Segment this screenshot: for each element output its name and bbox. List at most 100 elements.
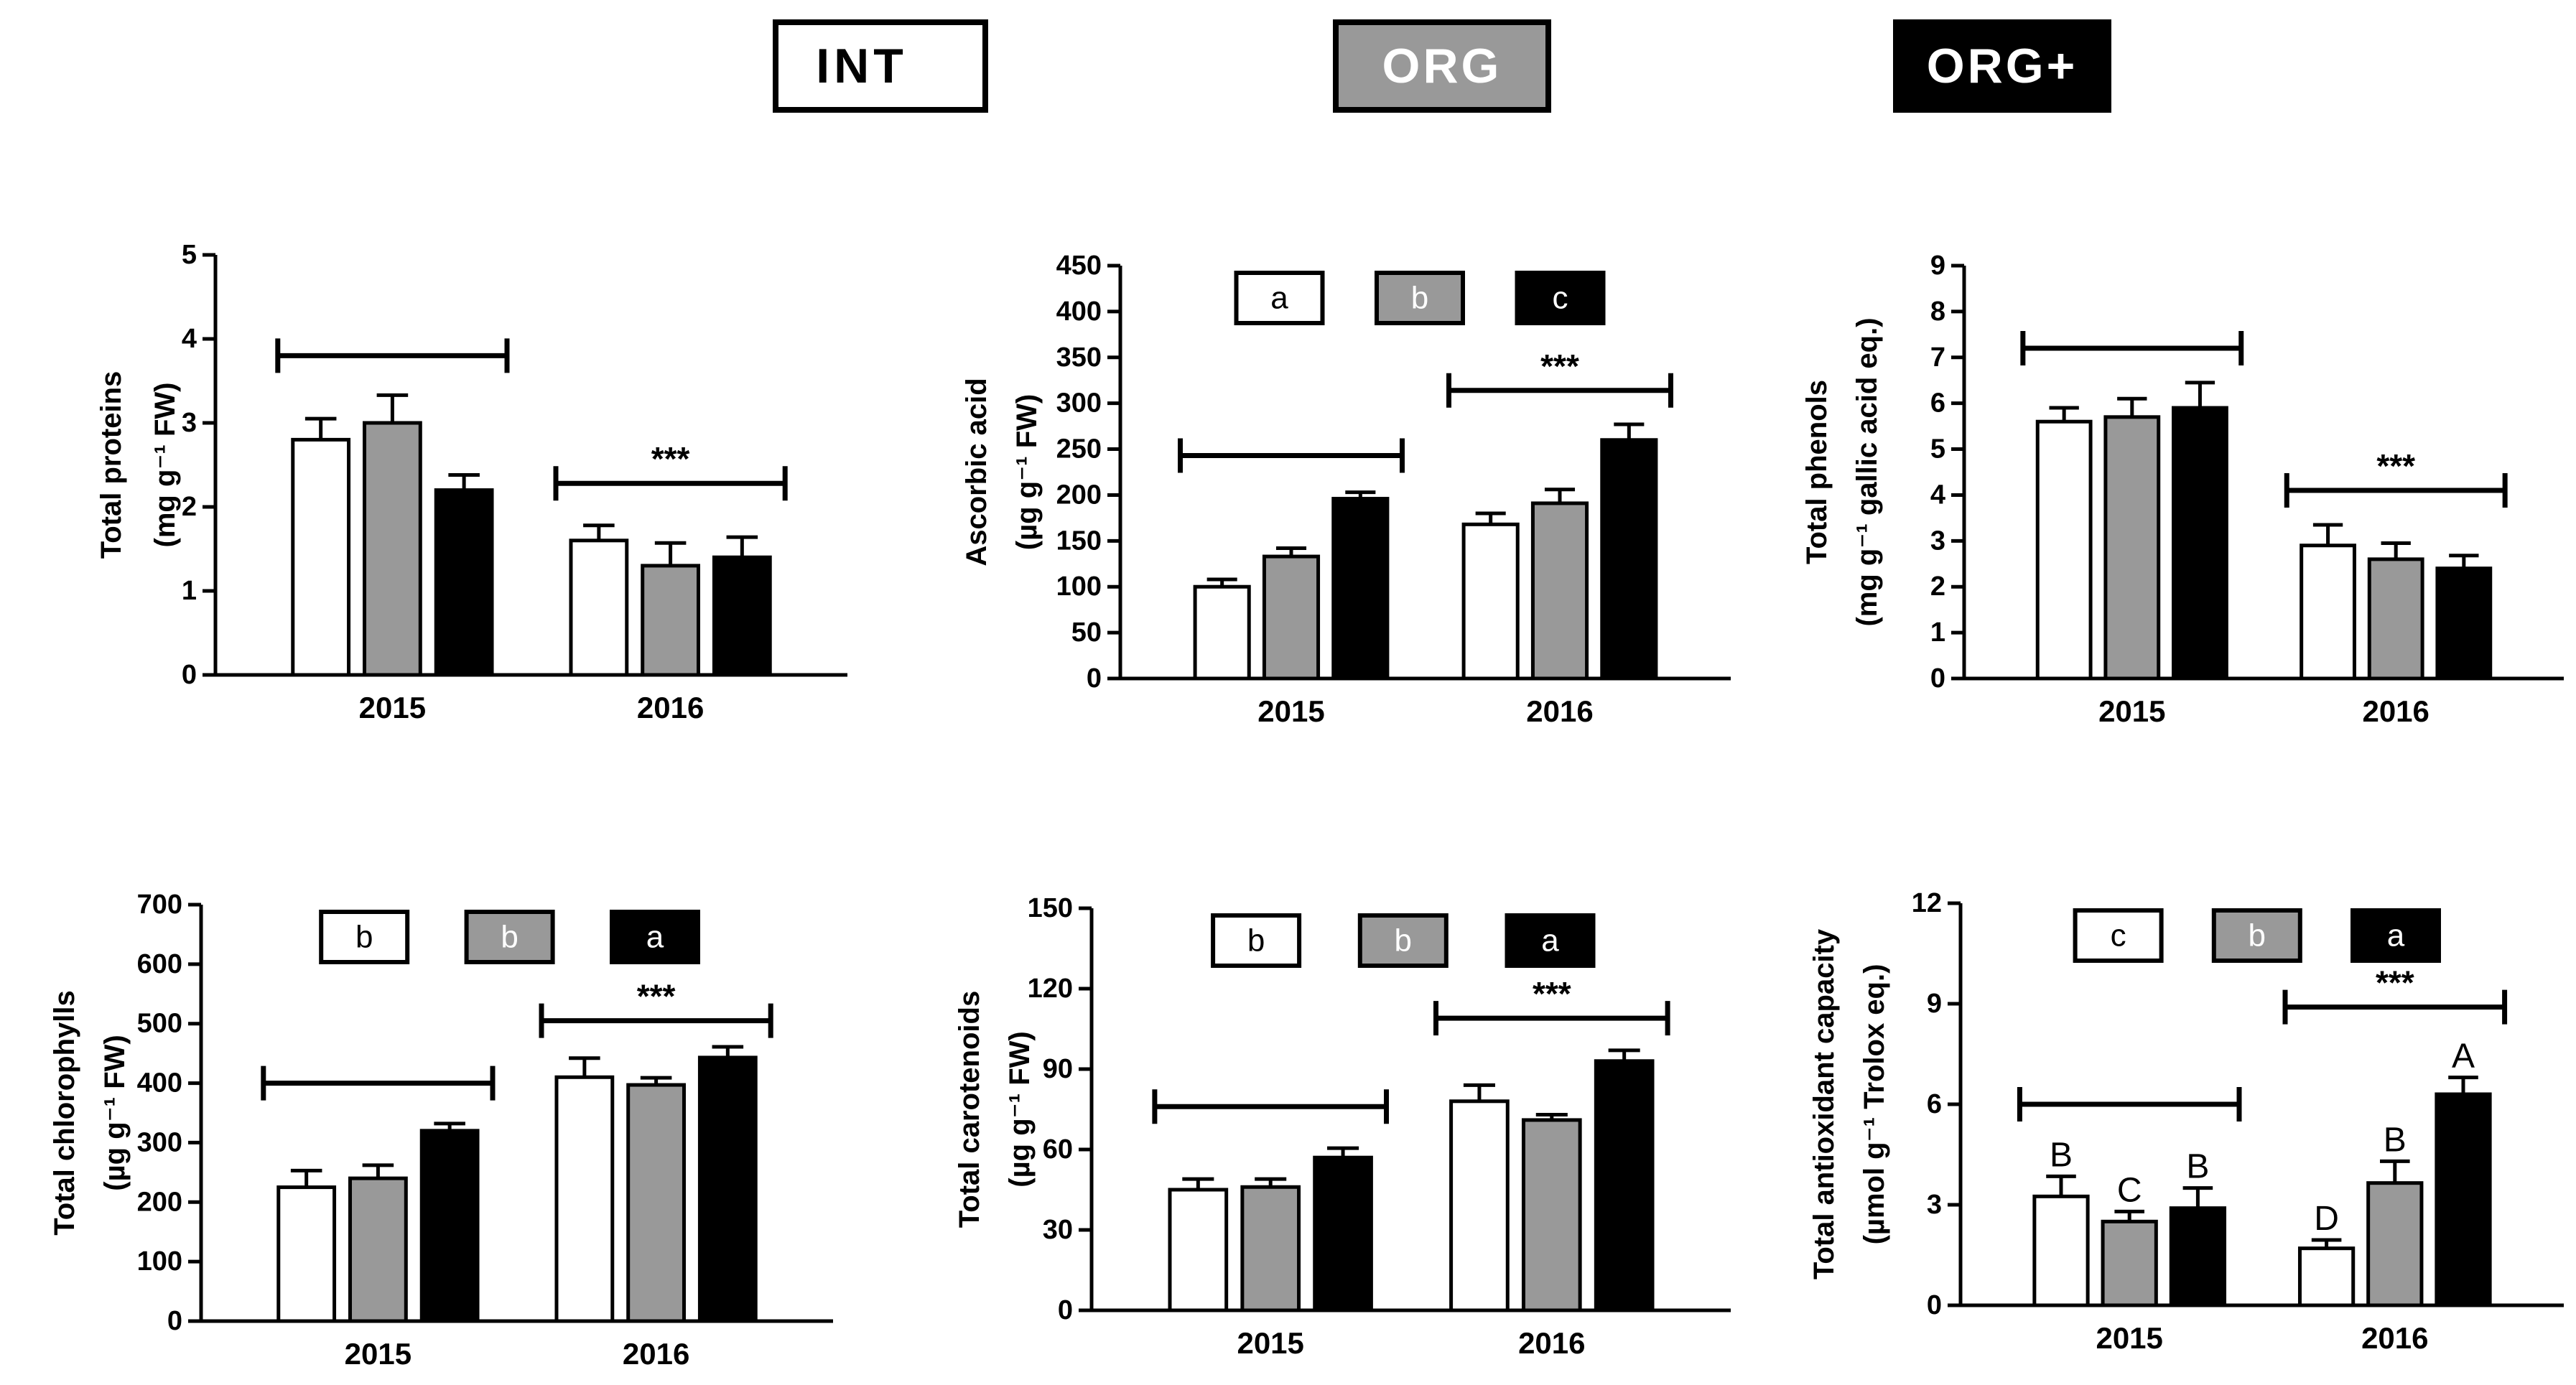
bar-org-plus xyxy=(712,555,772,677)
x-tick-label: 2016 xyxy=(2362,694,2429,728)
y-tick-label: 300 xyxy=(137,1127,182,1157)
bar-int xyxy=(1461,522,1520,681)
chart-total-antioxidant-capacity: 0 3 6 9 12 Total antioxidant capacity (µmol g⁻… xyxy=(1808,888,2564,1355)
significance-label: *** xyxy=(651,440,690,477)
chart-total-chlorophylls: 0 100 200 300 400 500 600 700 Total chlorophylls… xyxy=(49,890,833,1371)
x-tick-label: 2016 xyxy=(1518,1326,1585,1360)
y-tick-label: 500 xyxy=(137,1009,182,1039)
y-tick-label: 0 xyxy=(1087,663,1102,694)
letter-box-3 xyxy=(1505,913,1596,968)
x-tick-label: 2015 xyxy=(345,1337,411,1371)
bar-org xyxy=(348,1176,408,1323)
y-tick-label: 12 xyxy=(1912,888,1942,918)
significance-label: *** xyxy=(1540,348,1579,385)
bar-int xyxy=(291,437,351,677)
y-tick-label: 4 xyxy=(182,324,197,354)
y-axis-label-units: (mg g⁻¹ FW) xyxy=(149,383,181,548)
y-axis-label: Total proteins xyxy=(96,371,127,559)
bar-org-plus xyxy=(1313,1155,1373,1312)
bar-org xyxy=(1262,554,1321,681)
y-tick-label: 60 xyxy=(1043,1134,1073,1165)
bar-org xyxy=(363,421,422,677)
letter-box-1 xyxy=(1211,913,1302,968)
y-tick-label: 120 xyxy=(1028,974,1073,1004)
letter-box-label: b xyxy=(1247,923,1265,959)
y-tick-label: 7 xyxy=(1930,342,1945,373)
y-tick-label: 5 xyxy=(182,240,197,270)
letter-box-1 xyxy=(1234,271,1325,325)
bar-letter: D xyxy=(2314,1200,2339,1238)
y-tick-label: 150 xyxy=(1028,893,1073,923)
bar-org-plus xyxy=(2172,406,2228,681)
bar-letter: B xyxy=(2186,1148,2209,1186)
y-tick-label: 0 xyxy=(1927,1290,1942,1320)
y-tick-label: 3 xyxy=(1927,1190,1942,1220)
x-tick-label: 2015 xyxy=(1237,1326,1303,1360)
bar-org xyxy=(2367,557,2424,681)
y-tick-label: 600 xyxy=(137,949,182,979)
x-tick-label: 2015 xyxy=(359,691,426,724)
y-tick-label: 700 xyxy=(137,890,182,920)
letter-box-label: a xyxy=(646,920,664,955)
significance-label: *** xyxy=(2376,447,2415,485)
bar-int xyxy=(2032,1194,2090,1307)
y-tick-label: 90 xyxy=(1043,1054,1073,1084)
y-tick-label: 8 xyxy=(1930,297,1945,327)
bar-int xyxy=(276,1185,337,1323)
bar-org-plus xyxy=(2169,1206,2227,1307)
letter-box-1 xyxy=(319,910,410,964)
letter-box-2 xyxy=(464,910,555,964)
bar-org-plus xyxy=(1600,438,1658,681)
legend: INT ORG ORG+ xyxy=(773,19,2111,113)
chart-ascorbic-acid: 0 50 100 150 200 250 300 350 400 450 Ascorbic acid… xyxy=(961,251,1731,728)
y-tick-label: 200 xyxy=(1056,480,1102,510)
y-axis-label: Total antioxidant capacity xyxy=(1808,928,1840,1279)
letter-box-2 xyxy=(1375,271,1465,325)
bar-org xyxy=(641,564,700,677)
significance-label: *** xyxy=(1533,975,1571,1012)
letter-box-3 xyxy=(1515,271,1606,325)
letter-box-label: c xyxy=(1553,281,1568,316)
letter-box-3 xyxy=(610,910,700,964)
bar-org xyxy=(2366,1181,2424,1307)
letter-box-label: b xyxy=(1395,923,1412,959)
y-tick-label: 0 xyxy=(1058,1295,1073,1325)
y-axis-label: Total phenols xyxy=(1801,380,1833,564)
y-tick-label: 100 xyxy=(1056,572,1102,602)
x-tick-label: 2016 xyxy=(637,691,704,724)
y-axis-label: Total chlorophylls xyxy=(49,990,80,1236)
y-tick-label: 2 xyxy=(1930,572,1945,602)
y-tick-label: 6 xyxy=(1927,1089,1942,1119)
x-tick-label: 2016 xyxy=(1526,694,1593,728)
legend-swatch-org xyxy=(1333,19,1551,113)
bar-org-plus xyxy=(2435,1092,2492,1307)
bar-org xyxy=(2103,415,2161,681)
letter-box-label: a xyxy=(1541,923,1559,959)
letter-box-label: a xyxy=(1270,281,1288,316)
bar-org xyxy=(626,1083,686,1323)
bar-int xyxy=(2300,544,2356,681)
y-tick-label: 3 xyxy=(182,408,197,438)
bar-int xyxy=(2035,419,2093,681)
legend-item-org-plus: ORG+ xyxy=(1893,19,2111,113)
y-axis-label-units: (µg g⁻¹ FW) xyxy=(1011,394,1043,550)
bar-org-plus xyxy=(419,1129,480,1323)
bar-int xyxy=(2297,1246,2356,1307)
legend-label-org: ORG xyxy=(1382,39,1502,93)
y-tick-label: 5 xyxy=(1930,434,1945,465)
letter-box-label: b xyxy=(2249,918,2266,953)
bar-int xyxy=(1449,1099,1510,1312)
letter-box-label: c xyxy=(2111,918,2126,953)
y-tick-label: 4 xyxy=(1930,480,1945,510)
legend-item-org: ORG xyxy=(1333,19,1551,113)
legend-swatch-org-plus xyxy=(1893,19,2111,113)
y-axis-label: Total carotenoids xyxy=(954,991,985,1228)
y-tick-label: 450 xyxy=(1056,251,1102,281)
significance-label: *** xyxy=(2376,964,2414,1002)
letter-box-1 xyxy=(2073,908,2164,963)
y-tick-label: 0 xyxy=(1930,663,1945,694)
bar-letter: C xyxy=(2117,1171,2142,1209)
bar-org xyxy=(1521,1118,1582,1312)
y-tick-label: 400 xyxy=(1056,297,1102,327)
bar-org xyxy=(1530,501,1589,681)
